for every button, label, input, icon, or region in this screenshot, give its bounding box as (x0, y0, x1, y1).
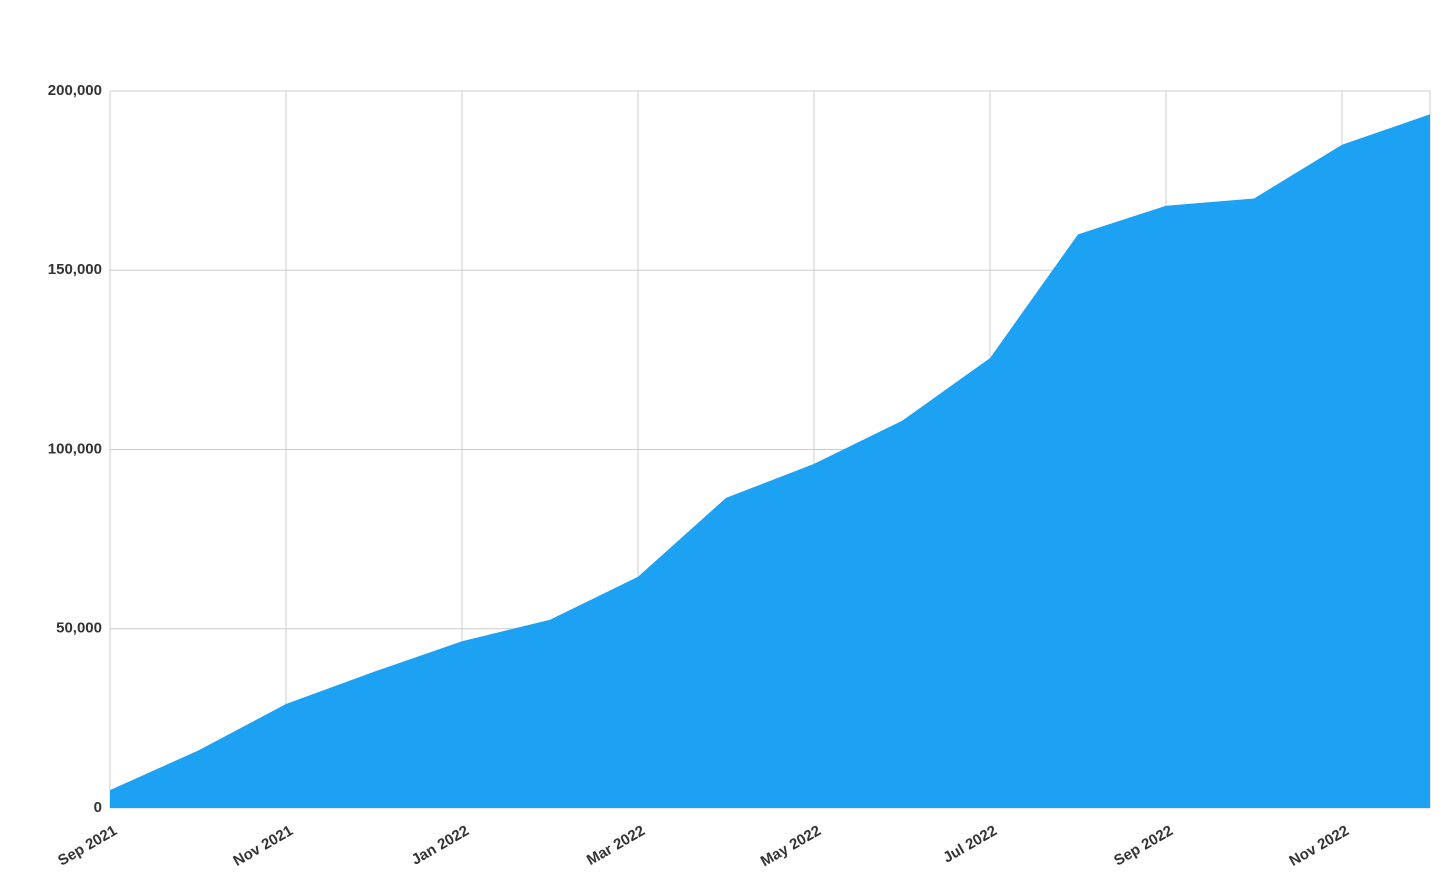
x-tick-label: Sep 2022 (1111, 822, 1176, 869)
x-tick-label: Jul 2022 (940, 822, 1000, 866)
x-tick-label: May 2022 (758, 822, 824, 870)
x-tick-label: Nov 2022 (1286, 822, 1352, 870)
y-tick-label: 50,000 (56, 620, 102, 637)
area (110, 114, 1430, 809)
x-tick-label: Sep 2021 (55, 822, 120, 869)
y-tick-label: 100,000 (48, 440, 102, 457)
y-tick-label: 200,000 (48, 82, 102, 99)
y-tick-label: 0 (94, 799, 102, 816)
x-tick-label: Nov 2021 (230, 822, 296, 870)
y-tick-label: 150,000 (48, 261, 102, 278)
x-tick-label: Mar 2022 (584, 822, 648, 869)
x-tick-label: Jan 2022 (409, 822, 472, 868)
